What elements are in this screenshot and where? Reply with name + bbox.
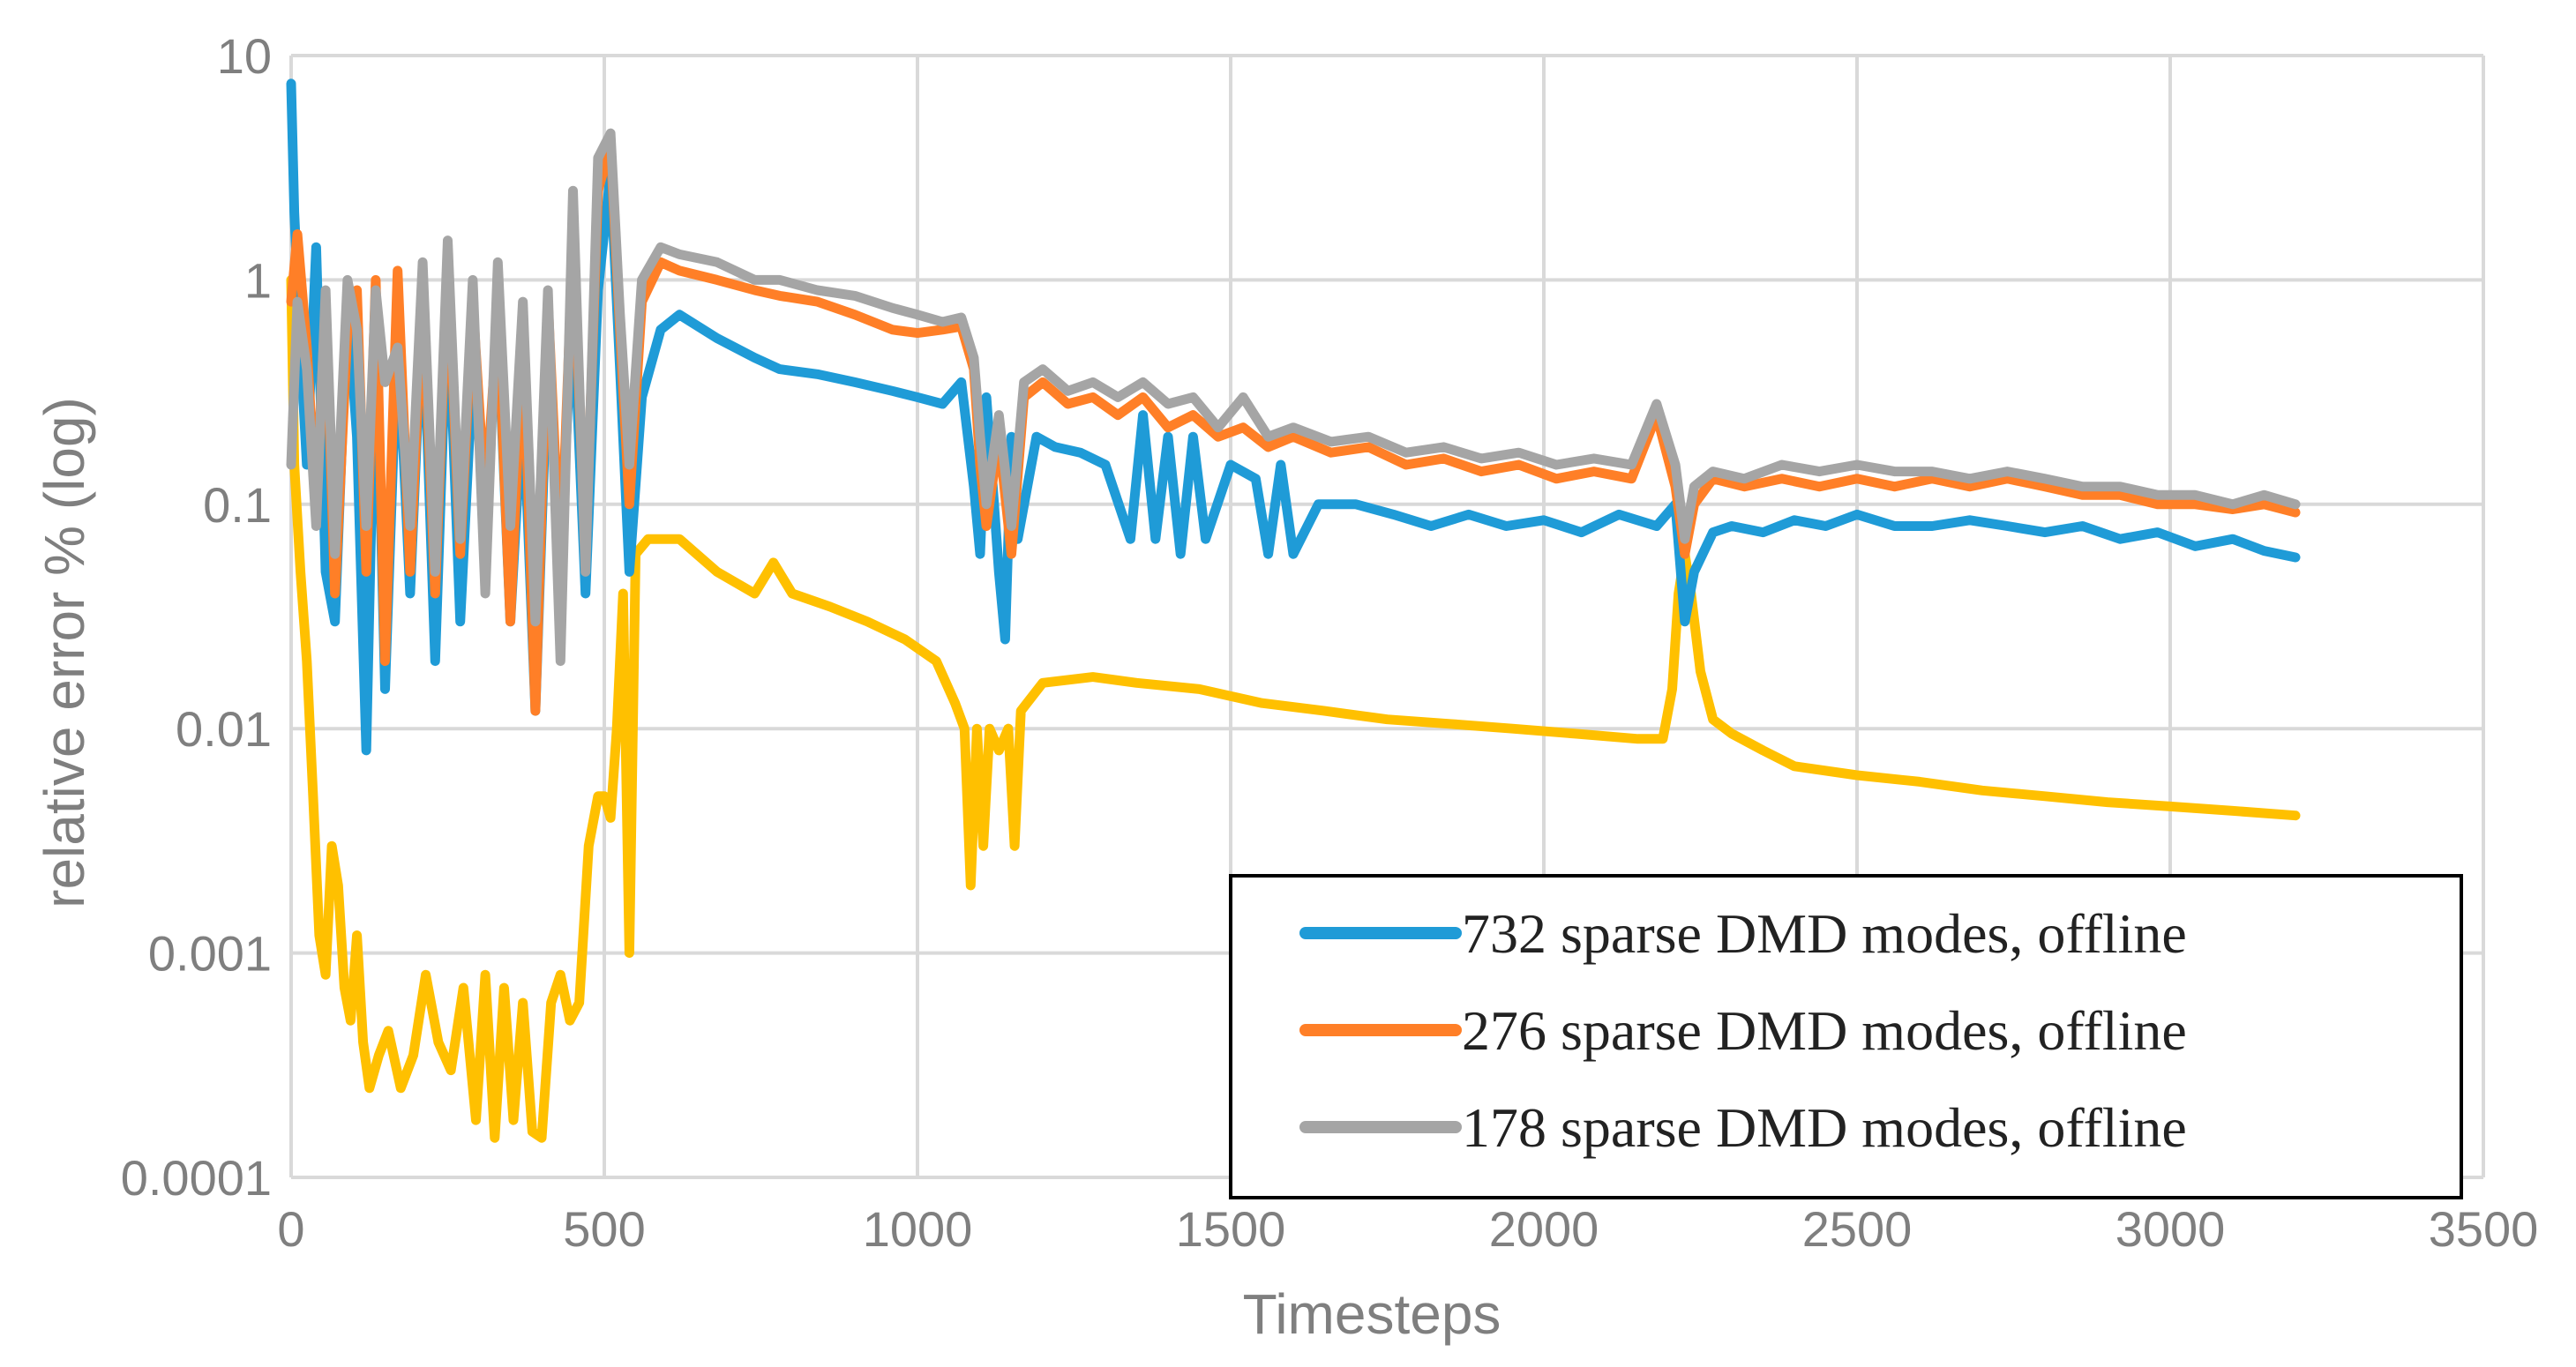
y-tick-label: 1 (244, 252, 272, 308)
y-tick-label: 0.1 (203, 477, 272, 533)
y-tick-label: 10 (217, 28, 272, 84)
x-tick-label: 2500 (1802, 1201, 1913, 1257)
legend: 732 sparse DMD modes, offline 276 sparse … (1229, 874, 2463, 1199)
y-axis-title: relative error % (log) (33, 397, 96, 908)
series-line-2 (286, 128, 2301, 667)
series-lines (286, 78, 2301, 1143)
x-axis-title: Timesteps (1243, 1282, 1501, 1346)
x-tick-label: 3000 (2115, 1201, 2226, 1257)
x-tick-label: 2000 (1489, 1201, 1599, 1257)
legend-label: 732 sparse DMD modes, offline (1462, 902, 2187, 965)
y-tick-label: 0.0001 (121, 1150, 272, 1206)
x-tick-label: 1000 (863, 1201, 973, 1257)
x-tick-label: 3500 (2429, 1201, 2539, 1257)
x-tick-label: 0 (277, 1201, 304, 1257)
y-tick-label: 0.01 (176, 701, 272, 757)
tick-labels: 0 500 1000 1500 2000 2500 3000 3500 0.0001 0.001 0… (121, 28, 2539, 1257)
legend-label: 178 sparse DMD modes, offline (1462, 1096, 2187, 1159)
y-tick-label: 0.001 (148, 926, 272, 982)
legend-label: 276 sparse DMD modes, offline (1462, 999, 2187, 1062)
x-tick-label: 500 (563, 1201, 645, 1257)
x-tick-label: 1500 (1176, 1201, 1286, 1257)
